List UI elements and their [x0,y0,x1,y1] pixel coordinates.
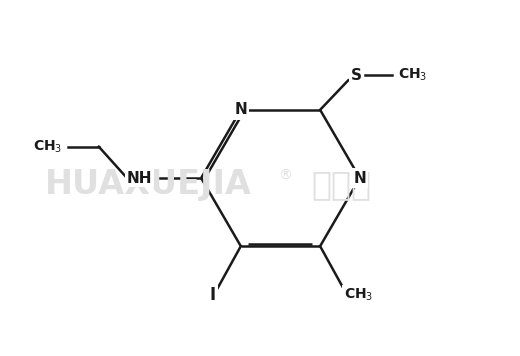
Text: NH: NH [127,171,152,185]
Text: N: N [354,171,366,185]
Text: I: I [210,286,216,304]
Text: CH$_3$: CH$_3$ [33,138,62,155]
Text: ®: ® [278,169,292,183]
Text: CH$_3$: CH$_3$ [344,287,373,303]
Text: S: S [350,68,361,83]
Text: 化学加: 化学加 [311,168,371,201]
Text: HUAXUEJIA: HUAXUEJIA [45,168,252,201]
Text: CH$_3$: CH$_3$ [398,67,427,83]
Text: N: N [235,102,247,117]
